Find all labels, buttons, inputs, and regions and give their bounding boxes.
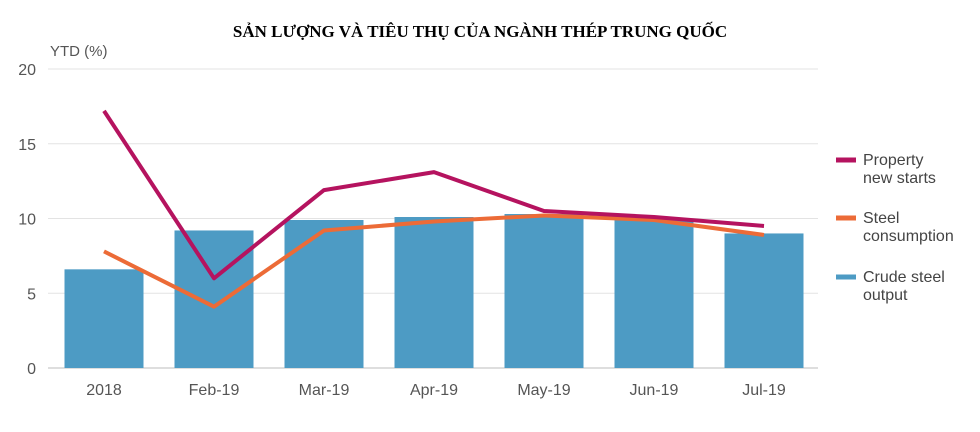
bar: [614, 218, 694, 368]
x-tick-label: 2018: [86, 382, 122, 399]
legend-label: Property: [863, 152, 923, 169]
y-axis-label: YTD (%): [50, 43, 108, 60]
legend-label: output: [863, 287, 908, 304]
bar: [284, 219, 364, 368]
legend-swatch: [836, 215, 856, 221]
x-tick-label: Mar-19: [299, 382, 350, 399]
x-tick-label: Feb-19: [189, 382, 240, 399]
bar: [394, 217, 474, 368]
legend-swatch: [836, 157, 856, 163]
legend-label: new starts: [863, 170, 936, 187]
x-tick-label: Jun-19: [630, 382, 679, 399]
chart-title: SẢN LƯỢNG VÀ TIÊU THỤ CỦA NGÀNH THÉP TRU…: [233, 21, 727, 41]
x-tick-label: Jul-19: [742, 382, 786, 399]
y-tick-label: 20: [18, 62, 36, 79]
y-tick-label: 10: [18, 212, 36, 229]
legend-label: Steel: [863, 210, 899, 227]
bar: [174, 230, 254, 368]
bar-series: [64, 214, 804, 368]
y-tick-label: 5: [27, 286, 36, 303]
bar: [724, 233, 804, 368]
x-tick-label: May-19: [517, 382, 570, 399]
bar: [504, 214, 584, 368]
legend-swatch: [836, 274, 856, 280]
legend-label: consumption: [863, 228, 954, 245]
bar: [64, 269, 144, 368]
y-tick-label: 0: [27, 361, 36, 378]
y-tick-label: 15: [18, 137, 36, 154]
x-tick-label: Apr-19: [410, 382, 458, 399]
legend-label: Crude steel: [863, 269, 945, 286]
x-tick-labels: 2018 Feb-19 Mar-19 Apr-19 May-19 Jun-19 Jul-19: [86, 382, 786, 399]
line-series: [102, 109, 765, 309]
y-tick-labels: 0 5 10 15 20: [18, 62, 36, 378]
